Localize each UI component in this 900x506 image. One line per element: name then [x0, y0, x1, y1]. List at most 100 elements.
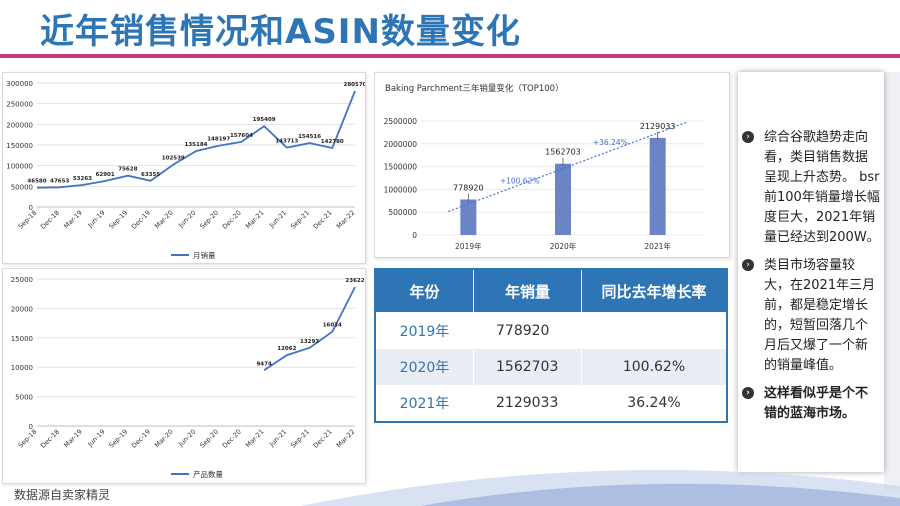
x-tick-label: 2021年: [644, 241, 671, 251]
data-label: 102539: [162, 156, 185, 162]
data-source-note: 数据源自卖家精灵: [14, 488, 111, 502]
x-tick-label: Sep-21: [289, 209, 311, 231]
y-tick-label: 100000: [6, 163, 33, 171]
growth-annotation: +100.62%: [500, 177, 540, 186]
x-tick-label: Jun-21: [267, 428, 288, 449]
data-label: 280570: [344, 82, 365, 88]
y-tick-label: 250000: [6, 101, 33, 109]
page-title: 近年销售情况和ASIN数量变化: [40, 12, 521, 52]
cell-year: 2019年: [374, 312, 474, 349]
cell-growth: 100.62%: [581, 349, 727, 385]
x-tick-label: 2019年: [455, 241, 482, 251]
data-label: 1562703: [545, 148, 581, 157]
x-tick-label: Sep-18: [17, 209, 39, 231]
data-label: 195409: [253, 117, 276, 123]
data-label: 46580: [27, 179, 46, 185]
cell-sales: 778920: [473, 312, 582, 349]
table-row: 2019年 778920: [374, 312, 727, 349]
data-label: 53263: [73, 176, 92, 182]
cell-sales: 2129033: [473, 385, 582, 422]
y-tick-label: 20000: [11, 305, 33, 313]
data-label: 62901: [96, 172, 115, 178]
yearly-sales-table: 年份 年销量 同比去年增长率 2019年 778920 2020年 156270…: [374, 268, 728, 423]
x-tick-label: Sep-21: [289, 428, 311, 450]
table-row: 2021年 2129033 36.24%: [374, 385, 727, 422]
data-label: 63355: [141, 172, 160, 178]
summary-bullet: › 类目市场容量较大，在2021年三月前，都是稳定增长的，短暂回落几个月后又爆了…: [740, 256, 880, 376]
x-tick-label: Sep-19: [107, 209, 129, 231]
x-tick-label: Jun-20: [176, 428, 197, 449]
data-label: 2129033: [640, 122, 676, 131]
data-label: 13293: [300, 339, 319, 345]
x-tick-label: 2020年: [550, 241, 577, 251]
bar: [555, 163, 571, 235]
bar: [460, 199, 477, 235]
x-tick-label: Dec-21: [312, 428, 334, 450]
monthly-sales-chart: 0 50000 100000 150000 200000 250000 300000 Sep-…: [2, 72, 367, 264]
data-label: 778920: [453, 183, 484, 192]
y-tick-label: 2000000: [384, 140, 418, 149]
data-label: 148197: [207, 137, 230, 143]
chart-title: Baking Parchment三年销量变化（TOP100）: [385, 83, 564, 94]
growth-annotation: +36.24%: [593, 138, 628, 147]
summary-panel: › 综合谷歌趋势走向看，类目销售数据呈现上升态势。 bsr前100年销量增长幅度…: [738, 72, 884, 472]
chevron-right-icon: ›: [742, 387, 754, 399]
legend-label: 产品数量: [193, 469, 223, 479]
y-tick-label: 10000: [11, 364, 33, 372]
y-tick-label: 200000: [6, 121, 33, 129]
data-label: 23622: [345, 278, 364, 284]
bullet-text: 类目市场容量较大，在2021年三月前，都是稳定增长的，短暂回落几个月后又爆了一个…: [764, 258, 876, 373]
header-growth: 同比去年增长率: [581, 268, 728, 313]
x-tick-label: Jun-19: [85, 209, 106, 230]
y-tick-label: 0: [29, 423, 33, 431]
chevron-right-icon: ›: [742, 259, 754, 271]
summary-bullet: › 综合谷歌趋势走向看，类目销售数据呈现上升态势。 bsr前100年销量增长幅度…: [740, 128, 880, 248]
title-underline: [0, 54, 900, 58]
y-tick-label: 300000: [6, 80, 33, 88]
summary-bullet-conclusion: › 这样看似乎是个不错的蓝海市场。: [740, 384, 880, 424]
x-tick-label: Dec-18: [39, 209, 61, 231]
decorative-wave: [300, 470, 900, 506]
bullet-text: 综合谷歌趋势走向看，类目销售数据呈现上升态势。 bsr前100年销量增长幅度巨大…: [764, 130, 880, 245]
x-tick-label: Dec-18: [39, 428, 61, 450]
x-tick-label: Mar-20: [153, 209, 175, 231]
y-tick-label: 500000: [388, 208, 417, 217]
data-label: 47653: [50, 178, 69, 184]
right-strip: [884, 72, 900, 492]
data-label: 143713: [275, 139, 298, 145]
legend-label: 月销量: [193, 250, 216, 260]
x-tick-label: Mar-22: [335, 209, 357, 231]
table-row: 2020年 1562703 100.62%: [374, 349, 727, 385]
cell-year: 2020年: [374, 349, 474, 385]
x-tick-label: Dec-19: [130, 428, 152, 450]
data-label: 9474: [256, 361, 271, 367]
x-tick-label: Mar-19: [62, 428, 84, 450]
x-tick-label: Sep-20: [198, 428, 220, 450]
table-header-row: 年份 年销量 同比去年增长率: [374, 268, 728, 313]
x-tick-label: Sep-18: [17, 428, 39, 450]
x-tick-label: Dec-20: [221, 209, 243, 231]
y-tick-label: 0: [29, 204, 33, 212]
x-tick-label: Dec-20: [221, 428, 243, 450]
x-tick-label: Mar-19: [62, 209, 84, 231]
series-line: [263, 286, 356, 372]
x-tick-label: Mar-21: [244, 428, 266, 450]
x-tick-label: Dec-19: [130, 209, 152, 231]
trend-line: [448, 121, 688, 213]
cell-sales: 1562703: [473, 349, 582, 385]
y-tick-label: 150000: [6, 142, 33, 150]
y-tick-label: 25000: [11, 276, 33, 284]
x-tick-label: Mar-21: [244, 209, 266, 231]
data-label: 154516: [298, 134, 321, 140]
x-tick-label: Dec-21: [312, 209, 334, 231]
x-tick-label: Jun-20: [176, 209, 197, 230]
x-tick-label: Jun-19: [85, 428, 106, 449]
y-tick-label: 1500000: [384, 163, 418, 172]
x-tick-label: Sep-20: [198, 209, 220, 231]
x-tick-label: Jun-21: [267, 209, 288, 230]
data-label: 16034: [323, 323, 342, 329]
y-tick-label: 5000: [15, 394, 33, 402]
data-label: 142780: [321, 139, 344, 145]
data-label: 135184: [185, 142, 208, 148]
